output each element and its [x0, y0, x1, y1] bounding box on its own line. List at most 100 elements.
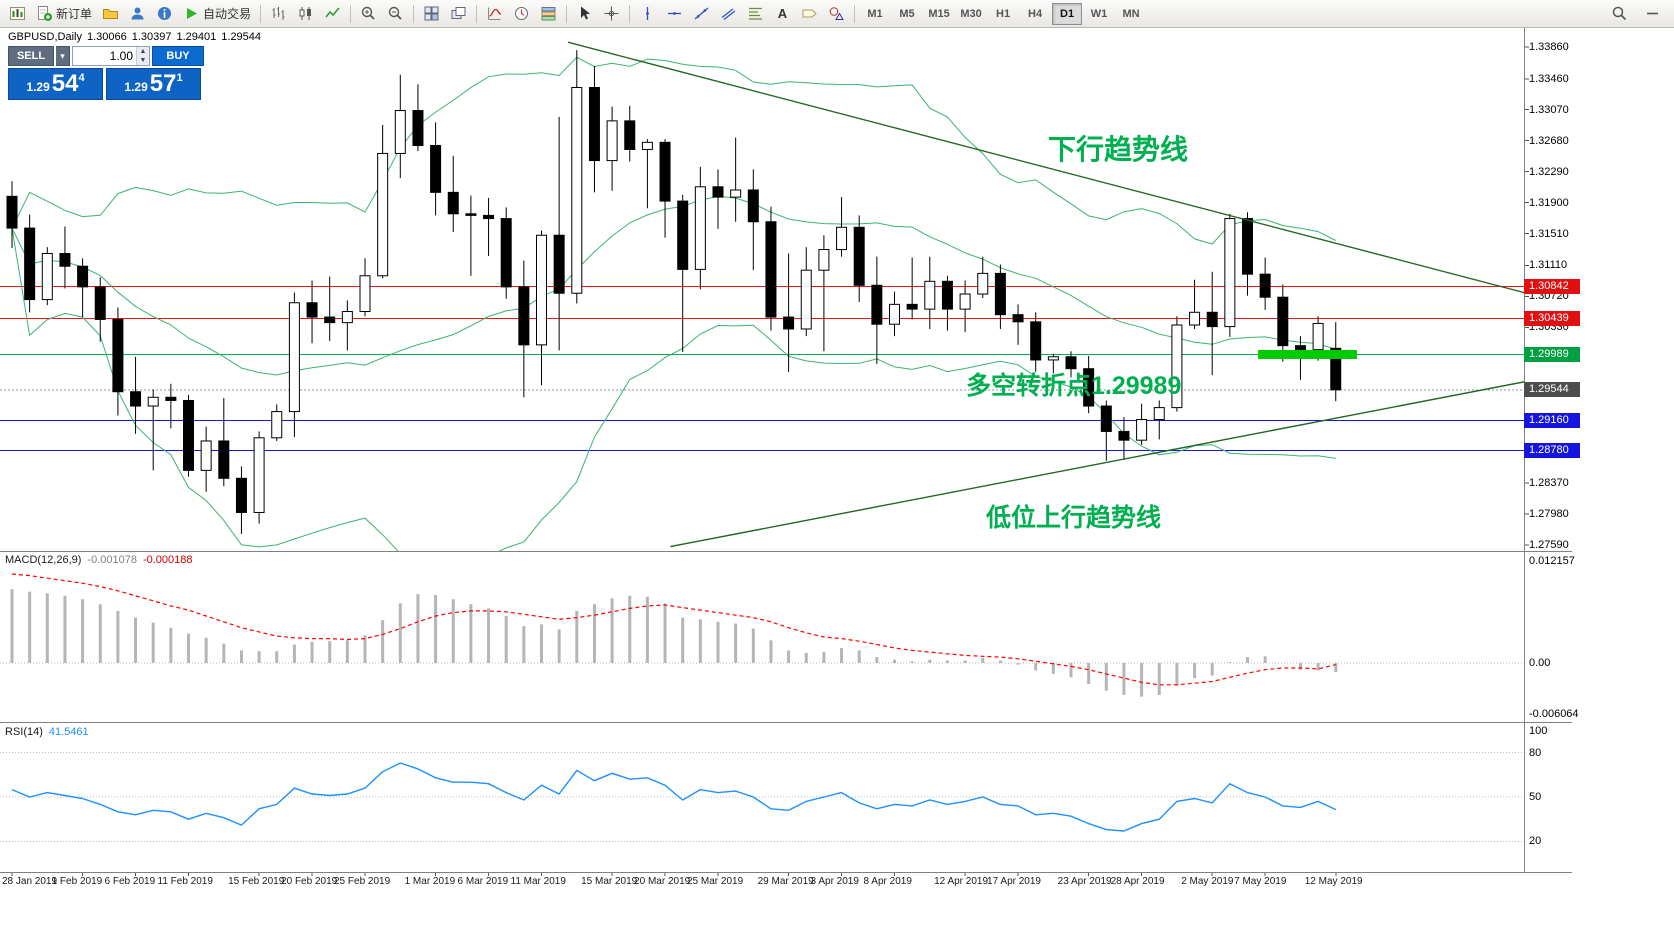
candle: [889, 291, 900, 337]
market-watch-button[interactable]: [124, 2, 151, 26]
macd-signal-line: [11, 573, 1336, 686]
fibonacci-button[interactable]: [742, 2, 769, 26]
cascade-windows-button[interactable]: [445, 2, 472, 26]
price-axis-tick: 1.31110: [1529, 259, 1568, 272]
date-label: 15 Feb 2019: [228, 876, 285, 887]
date-label: 15 Mar 2019: [581, 876, 638, 887]
vertical-line-button[interactable]: [634, 2, 661, 26]
zoom-in-icon: [360, 5, 377, 22]
date-label: 12 May 2019: [1304, 876, 1363, 887]
sell-price-sup: 4: [78, 72, 85, 84]
candle: [24, 214, 36, 313]
candle: [200, 426, 212, 492]
person-icon: [129, 5, 146, 22]
layers-icon: [450, 5, 467, 22]
annotation-text[interactable]: 下行趋势线: [1048, 134, 1189, 165]
timeframe-button-H1[interactable]: H1: [996, 7, 1011, 20]
horizontal-line-button[interactable]: [661, 2, 688, 26]
bollinger-middle-band: [11, 195, 1336, 376]
timeframe-button-M5[interactable]: M5: [899, 7, 915, 20]
macd-value: -0.001078: [87, 554, 137, 566]
toolbar-collapse-button[interactable]: [1639, 2, 1666, 26]
grid-icon: [423, 5, 440, 22]
rsi-value: 41.5461: [48, 726, 89, 738]
buy-price-button[interactable]: 1.29 57 1: [106, 68, 201, 100]
chevron-down-icon: ▾: [60, 50, 65, 61]
uptrend-line[interactable]: [670, 379, 1538, 548]
candle: [818, 235, 830, 352]
candle: [588, 66, 600, 193]
candle: [536, 230, 547, 386]
annotation-text[interactable]: 多空转折点1.29989: [966, 372, 1182, 400]
price-badge: 1.29989: [1524, 346, 1580, 362]
sell-price-button[interactable]: 1.29 54 4: [8, 68, 103, 100]
candle: [306, 280, 318, 344]
trendline-button[interactable]: [688, 2, 715, 26]
periods-button[interactable]: [508, 2, 535, 26]
volume-increase-button[interactable]: ▲: [137, 47, 149, 56]
candle: [606, 106, 618, 191]
candle: [288, 292, 300, 438]
order-type-dropdown[interactable]: ▾: [56, 46, 70, 66]
candle: [1100, 400, 1112, 461]
macd-axis-label: -0.006064: [1529, 707, 1579, 720]
toolbar: 新订单 自动交易 A M1 M5 M15 M30 H1 H4 D1 W1 MN: [0, 0, 1674, 28]
ohlc-close: 1.29544: [221, 31, 262, 43]
timeframe-button-M1[interactable]: M1: [867, 7, 883, 20]
sell-button[interactable]: SELL: [8, 46, 54, 66]
crosshair-button[interactable]: [598, 2, 625, 26]
rsi-name: RSI(14): [5, 726, 43, 738]
date-label: 2 May 2019: [1181, 876, 1234, 887]
candle: [359, 258, 371, 317]
arrows-button[interactable]: [823, 2, 850, 26]
timeframe-button-W1[interactable]: W1: [1090, 7, 1108, 20]
autotrading-button[interactable]: 自动交易: [178, 2, 256, 26]
new-chart-button[interactable]: [4, 2, 31, 26]
one-click-trading-panel: SELL ▾ 1.00 ▲ ▼ BUY 1.29 54 4 1.29 57 1: [8, 46, 204, 100]
line-chart-button[interactable]: [319, 2, 346, 26]
zoom-out-button[interactable]: [382, 2, 409, 26]
downtrend-line[interactable]: [567, 41, 1539, 296]
candle: [765, 206, 777, 331]
turning-point-highlight[interactable]: [1258, 349, 1357, 359]
new-order-button[interactable]: 新订单: [31, 2, 97, 26]
ohlc-high: 1.30397: [131, 31, 172, 43]
cursor-button[interactable]: [571, 2, 598, 26]
timeframe-button-M30[interactable]: M30: [960, 7, 982, 20]
volume-decrease-button[interactable]: ▼: [137, 56, 149, 65]
channel-button[interactable]: [715, 2, 742, 26]
timeframe-button-H4[interactable]: H4: [1028, 7, 1043, 20]
timeframe-button-MN[interactable]: MN: [1122, 7, 1140, 20]
tile-windows-button[interactable]: [418, 2, 445, 26]
date-label: 1 Mar 2019: [404, 876, 456, 887]
templates-button[interactable]: [535, 2, 562, 26]
annotation-text[interactable]: 低位上行趋势线: [986, 504, 1162, 532]
date-label: 6 Feb 2019: [104, 876, 156, 887]
buy-button[interactable]: BUY: [152, 46, 204, 66]
candlestick-chart-button[interactable]: [292, 2, 319, 26]
candle: [183, 394, 194, 477]
text-button[interactable]: A: [769, 2, 796, 26]
bar-chart-button[interactable]: [265, 2, 292, 26]
toolbar-separator: [260, 4, 262, 23]
date-label: 25 Mar 2019: [687, 876, 744, 887]
price-axis-tick: 1.27980: [1529, 508, 1569, 521]
data-window-button[interactable]: [151, 2, 178, 26]
fibo-icon: [747, 5, 764, 22]
candle: [853, 215, 865, 302]
volume-input[interactable]: 1.00: [109, 49, 133, 63]
search-button[interactable]: [1606, 2, 1633, 26]
volume-stepper: ▲ ▼: [136, 47, 149, 65]
rsi-pane: [0, 752, 1524, 842]
candle: [341, 300, 353, 351]
text-label-button[interactable]: [796, 2, 823, 26]
candle: [412, 84, 424, 152]
indicators-button[interactable]: [481, 2, 508, 26]
candle: [730, 137, 742, 222]
timeframe-button-D1[interactable]: D1: [1052, 2, 1083, 25]
buy-price-main: 1.29: [124, 80, 148, 94]
zoom-in-button[interactable]: [355, 2, 382, 26]
candle: [1118, 417, 1130, 461]
profiles-button[interactable]: [97, 2, 124, 26]
timeframe-button-M15[interactable]: M15: [928, 7, 950, 20]
